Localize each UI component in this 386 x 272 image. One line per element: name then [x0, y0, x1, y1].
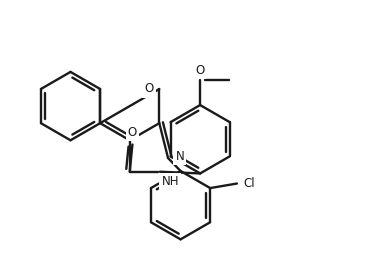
Text: N: N	[175, 150, 184, 163]
Text: O: O	[195, 64, 204, 77]
Text: O: O	[128, 126, 137, 139]
Text: O: O	[144, 82, 154, 95]
Text: NH: NH	[161, 175, 179, 188]
Text: Cl: Cl	[243, 177, 255, 190]
